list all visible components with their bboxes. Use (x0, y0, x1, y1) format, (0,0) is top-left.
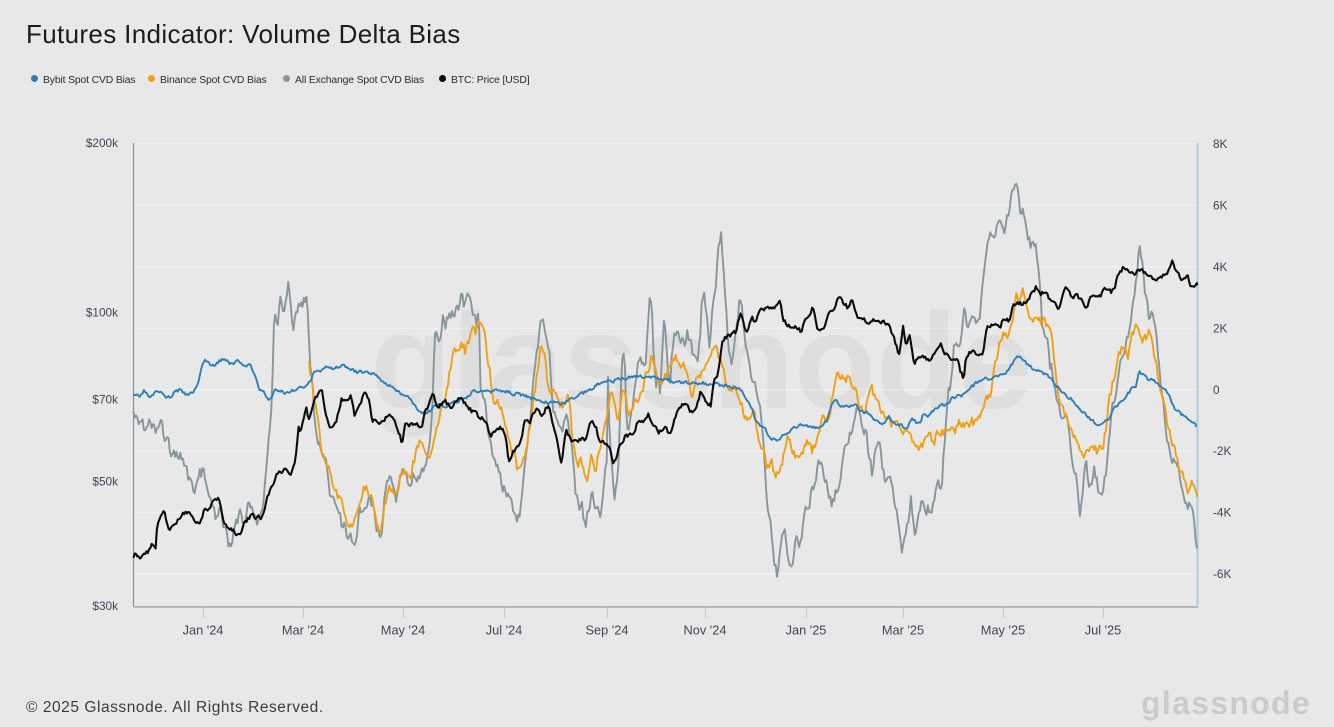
svg-text:4K: 4K (1213, 260, 1228, 274)
svg-text:Jan '25: Jan '25 (786, 623, 827, 638)
svg-text:0: 0 (1213, 383, 1220, 397)
svg-text:Mar '24: Mar '24 (282, 623, 324, 638)
svg-text:6K: 6K (1213, 198, 1228, 212)
svg-text:Nov '24: Nov '24 (684, 623, 727, 638)
svg-text:Sep '24: Sep '24 (585, 623, 628, 638)
svg-text:$70k: $70k (92, 392, 118, 406)
svg-text:May '25: May '25 (981, 623, 1025, 638)
svg-text:Jul '25: Jul '25 (1085, 623, 1122, 638)
svg-text:Mar '25: Mar '25 (882, 623, 924, 638)
svg-text:Jul '24: Jul '24 (486, 623, 523, 638)
svg-text:2K: 2K (1213, 321, 1228, 335)
svg-text:-4K: -4K (1213, 506, 1231, 520)
svg-text:$50k: $50k (92, 475, 118, 489)
svg-text:-2K: -2K (1213, 444, 1231, 458)
svg-text:May '24: May '24 (381, 623, 425, 638)
svg-text:8K: 8K (1213, 137, 1228, 151)
svg-text:$100k: $100k (86, 305, 118, 319)
svg-text:Jan '24: Jan '24 (183, 623, 224, 638)
svg-text:$200k: $200k (86, 136, 118, 150)
svg-text:-6K: -6K (1213, 567, 1231, 581)
svg-text:$30k: $30k (92, 599, 118, 613)
